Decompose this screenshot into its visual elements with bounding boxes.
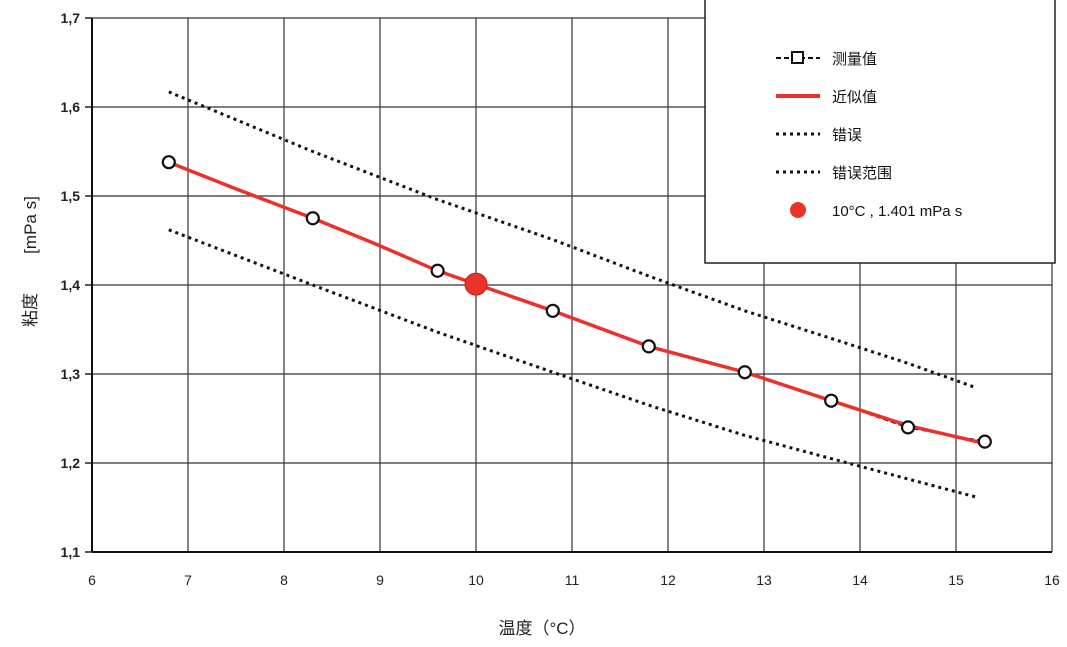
x-tick-labels: 6 7 8 9 10 11 12 13 14 15 16 [88,572,1060,588]
legend-item: 错误范围 [776,165,892,182]
highlight-point [464,272,488,296]
series-line-4 [168,228,976,499]
x-tick-label: 14 [852,572,868,588]
legend-label: 测量值 [832,51,877,68]
y-tick-label: 1,6 [61,99,81,115]
x-tick-label: 10 [468,572,484,588]
x-tick-label: 12 [660,572,676,588]
measured-point-marker [430,263,445,278]
legend-box [704,0,1056,264]
measured-point-marker [900,420,916,435]
measured-point-marker [977,434,992,449]
y-axis-title-unit: [mPa s] [21,196,40,254]
y-axis-title: 粘度 [mPa s] [21,196,40,327]
y-tick-label: 1,1 [61,544,81,560]
measured-point-marker [737,365,752,380]
legend-item: 10°C , 1.401 mPa s [790,202,962,220]
legend-item: 测量值 [776,51,877,68]
x-tick-label: 6 [88,572,96,588]
y-tick-labels: 1,1 1,2 1,3 1,4 1,5 1,6 1,7 [61,10,81,560]
measured-point-marker [161,155,176,170]
x-axis-title: 温度（°C） [498,619,585,638]
legend-symbol-dot [790,202,806,218]
x-tick-label: 16 [1044,572,1060,588]
measured-point-marker [824,393,839,408]
y-tick-label: 1,4 [61,277,81,293]
x-tick-label: 11 [565,572,580,588]
x-tick-label: 13 [756,572,772,588]
y-tick-label: 1,5 [61,188,81,204]
y-tick-label: 1,3 [61,366,81,382]
measured-point-marker [305,211,320,226]
legend-label: 错误 [832,127,862,144]
legend-label: 错误范围 [832,165,892,182]
y-tick-label: 1,7 [61,10,81,26]
series-line-2 [168,160,986,446]
x-tick-label: 15 [948,572,964,588]
legend-label: 近似值 [832,89,877,106]
y-tick-label: 1,2 [61,455,81,471]
measured-point-marker [545,303,560,318]
legend-label: 10°C , 1.401 mPa s [832,203,962,220]
legend-item: 错误 [776,127,862,144]
legend-item: 近似值 [776,89,877,106]
measured-point-marker [641,339,656,354]
y-axis-title-main: 粘度 [21,293,40,327]
series-layer [161,90,992,499]
legend-symbol-marker [791,51,804,64]
x-tick-label: 9 [376,572,384,588]
x-tick-label: 7 [184,572,192,588]
x-tick-label: 8 [280,572,288,588]
